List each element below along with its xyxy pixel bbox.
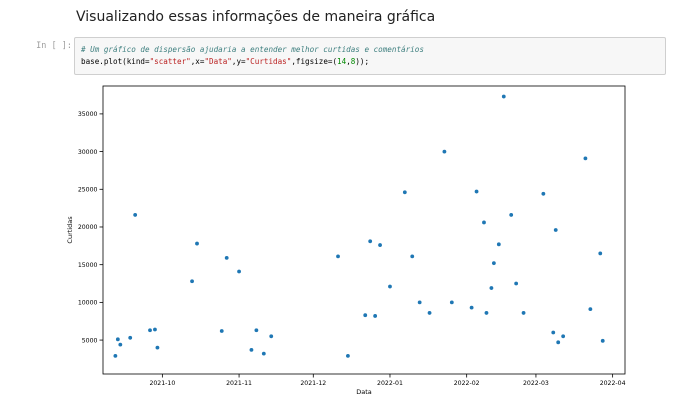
scatter-point	[115, 337, 120, 342]
scatter-point	[133, 213, 138, 217]
x-tick-label: 2022-02	[454, 380, 480, 387]
scatter-point	[556, 340, 561, 345]
x-tick-label: 2021-11	[226, 380, 252, 387]
scatter-point	[561, 334, 566, 339]
x-tick-label: 2022-01	[377, 380, 403, 387]
scatter-point	[368, 239, 373, 244]
scatter-point	[219, 329, 224, 333]
y-tick-label: 30000	[78, 149, 98, 156]
scatter-point	[469, 305, 474, 310]
code-sep-x: ,x=	[190, 57, 205, 66]
x-tick-label: 2021-12	[300, 380, 326, 387]
code-string-y: "Curtidas"	[245, 57, 292, 66]
code-comment: # Um gráfico de dispersão ajudaria a ent…	[81, 45, 424, 54]
scatter-point	[153, 327, 157, 332]
x-axis-label: Data	[356, 388, 372, 396]
code-string-x: "Data"	[204, 57, 232, 66]
scatter-point	[148, 328, 152, 333]
y-tick-label: 15000	[78, 262, 98, 269]
scatter-point	[551, 330, 556, 335]
scatter-point	[190, 279, 194, 284]
scatter-point	[128, 335, 133, 340]
scatter-point	[600, 338, 605, 343]
scatter-point	[249, 347, 254, 352]
code-suffix: ));	[355, 57, 370, 66]
scatter-point	[373, 314, 378, 318]
code-prefix: base.plot(kind=	[81, 57, 150, 66]
code-cell[interactable]: # Um gráfico de dispersão ajudaria a ent…	[74, 37, 666, 75]
scatter-point	[237, 269, 241, 274]
scatter-point	[195, 241, 199, 246]
section-heading: Visualizando essas informações de maneir…	[76, 9, 436, 25]
scatter-point	[254, 328, 259, 333]
x-tick-label: 2022-04	[600, 380, 626, 387]
y-tick-label: 5000	[82, 337, 98, 344]
scatter-point	[482, 220, 486, 225]
scatter-point	[155, 345, 160, 350]
code-number-height: 8	[350, 57, 356, 66]
code-string-kind: "scatter"	[149, 57, 191, 66]
scatter-point	[509, 213, 514, 217]
scatter-point	[449, 300, 454, 305]
y-axis-label: Curtidas	[66, 216, 74, 244]
scatter-point	[224, 255, 229, 260]
scatter-point	[541, 191, 546, 196]
scatter-point	[261, 351, 266, 356]
scatter-point	[553, 228, 558, 232]
scatter-point	[417, 300, 422, 305]
scatter-point	[410, 254, 415, 259]
scatter-point	[484, 311, 489, 315]
scatter-point	[598, 251, 603, 256]
scatter-point	[336, 254, 340, 259]
cell-prompt: In [ ]:	[36, 41, 72, 51]
y-tick-label: 10000	[78, 300, 98, 307]
scatter-point	[378, 243, 382, 247]
code-comma: ,	[346, 57, 351, 66]
scatter-point	[442, 149, 447, 154]
scatter-point	[496, 242, 501, 247]
scatter-point	[269, 334, 274, 339]
y-tick-label: 35000	[78, 111, 98, 118]
scatter-point	[118, 342, 123, 347]
code-sep-y: ,y=	[231, 57, 246, 66]
scatter-point	[583, 156, 588, 161]
y-tick-label: 20000	[78, 224, 98, 231]
y-tick-label: 25000	[78, 186, 98, 193]
scatter-point	[491, 261, 496, 266]
scatter-point	[474, 189, 479, 194]
scatter-point	[363, 313, 368, 318]
x-tick-label: 2021-10	[149, 380, 175, 387]
scatter-point	[113, 354, 118, 358]
scatter-point	[489, 286, 494, 290]
scatter-point	[402, 190, 407, 195]
scatter-point	[346, 354, 350, 358]
plot-frame	[102, 85, 626, 375]
scatter-point	[514, 281, 519, 286]
x-tick-label: 2022-03	[523, 380, 549, 387]
code-sep-figsize: ,figsize=(	[291, 57, 338, 66]
scatter-point	[427, 311, 432, 315]
scatter-point	[588, 307, 593, 312]
code-number-width: 14	[337, 57, 347, 66]
scatter-point	[521, 311, 526, 315]
scatter-point	[501, 94, 506, 99]
code-statement: base.plot(kind="scatter",x="Data",y="Cur…	[81, 57, 369, 66]
scatter-point	[388, 284, 392, 289]
